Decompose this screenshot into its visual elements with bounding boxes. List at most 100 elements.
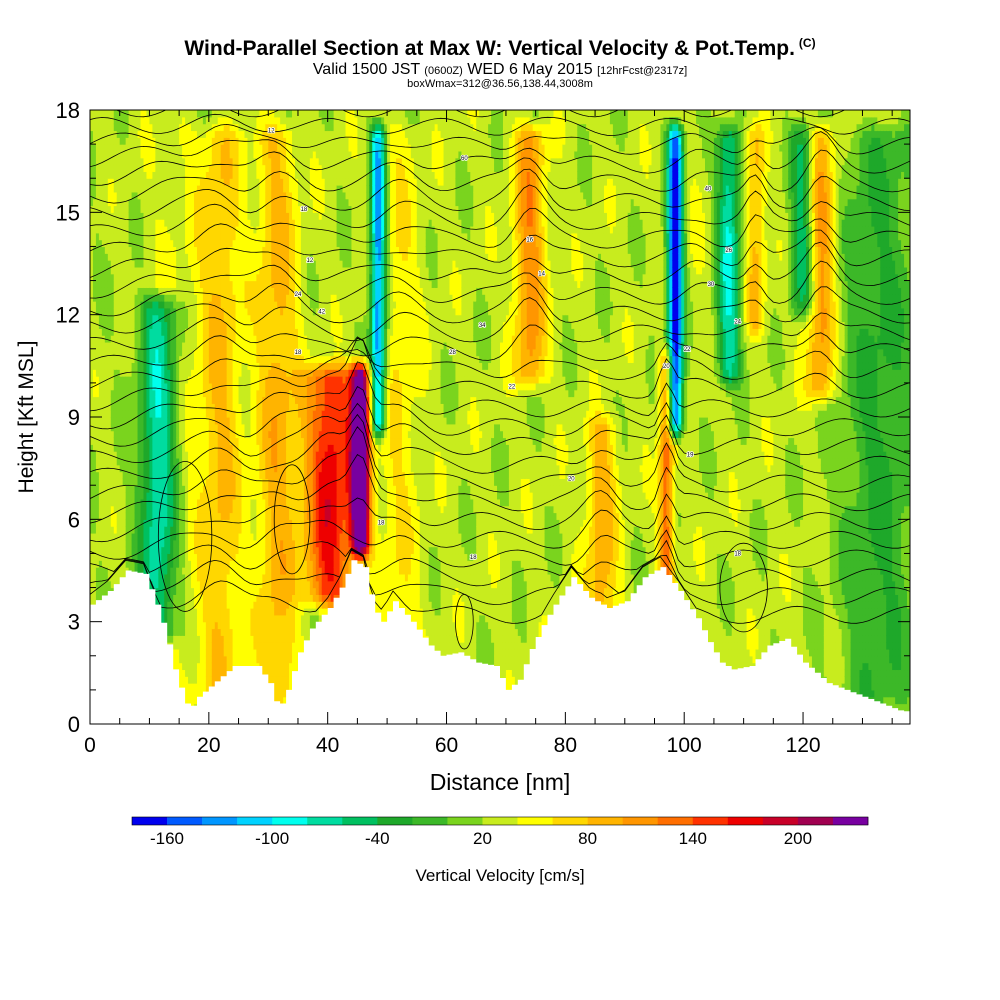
field-cell [98, 376, 103, 384]
field-cell [113, 444, 118, 452]
field-cell [116, 171, 121, 179]
field-cell [122, 130, 127, 138]
field-cell [191, 423, 195, 432]
field-cell [167, 137, 171, 145]
field-cell [143, 403, 148, 411]
field-cell [140, 157, 145, 166]
field-cell [110, 430, 115, 439]
field-cell [179, 266, 183, 275]
field-cell [176, 437, 180, 445]
field-cell [107, 335, 112, 343]
field-cell [167, 417, 171, 425]
field-cell [104, 485, 109, 493]
field-cell [158, 451, 162, 459]
field-cell [104, 191, 109, 200]
field-cell [131, 526, 136, 534]
field-cell [101, 164, 106, 172]
field-cell [170, 321, 174, 329]
field-cell [122, 362, 127, 370]
field-cell [137, 396, 142, 404]
field-cell [92, 178, 97, 186]
field-cell [152, 505, 156, 514]
field-cell [176, 116, 180, 125]
field-cell [143, 437, 148, 445]
field-cell [90, 219, 94, 227]
field-cell [116, 410, 121, 418]
field-cell [116, 314, 121, 323]
field-cell [98, 239, 103, 248]
field-cell [104, 260, 109, 268]
field-cell [149, 457, 153, 466]
field-cell [193, 382, 198, 391]
field-cell [191, 614, 195, 623]
field-cell [137, 471, 142, 479]
field-cell [98, 580, 103, 589]
field-cell [143, 417, 148, 425]
field-cell [125, 260, 130, 268]
field-cell [90, 573, 94, 582]
field-cell [158, 355, 162, 364]
field-cell [122, 396, 127, 404]
field-cell [179, 335, 183, 343]
field-cell [167, 608, 171, 616]
field-cell [119, 123, 124, 132]
field-cell [143, 246, 148, 254]
field-cell [164, 130, 168, 138]
field-cell [128, 130, 133, 138]
field-cell [179, 532, 183, 541]
field-cell [146, 464, 151, 473]
field-cell [146, 526, 151, 534]
field-cell [98, 287, 103, 295]
field-cell [125, 225, 130, 234]
field-cell [134, 178, 139, 186]
field-cell [119, 321, 124, 329]
field-cell [170, 417, 174, 425]
field-cell [167, 451, 171, 459]
field-cell [152, 362, 156, 370]
field-cell [95, 144, 100, 152]
field-cell [149, 328, 153, 336]
field-cell [188, 307, 192, 316]
field-cell [131, 185, 136, 193]
field-cell [113, 225, 118, 234]
field-cell [170, 621, 174, 630]
field-cell [122, 266, 127, 275]
field-cell [176, 430, 180, 439]
field-cell [193, 696, 198, 705]
field-cell [125, 280, 130, 288]
field-cell [164, 485, 168, 493]
field-cell [179, 130, 183, 138]
field-cell [101, 539, 106, 548]
field-cell [119, 423, 124, 432]
field-cell [179, 232, 183, 241]
field-cell [185, 478, 189, 486]
field-cell [116, 123, 121, 132]
field-cell [98, 335, 103, 343]
field-cell [164, 546, 168, 555]
field-cell [140, 457, 145, 466]
field-cell [193, 532, 198, 541]
field-cell [113, 123, 118, 132]
field-cell [131, 532, 136, 541]
field-cell [146, 389, 151, 398]
field-cell [128, 430, 133, 439]
field-cell [191, 314, 195, 323]
field-cell [122, 150, 127, 159]
field-cell [98, 423, 103, 432]
field-cell [170, 512, 174, 520]
field-cell [125, 355, 130, 364]
field-cell [122, 232, 127, 241]
field-cell [149, 417, 153, 425]
field-cell [176, 110, 180, 118]
field-cell [131, 314, 136, 323]
field-cell [182, 382, 186, 391]
field-cell [229, 110, 234, 111]
field-cell [140, 403, 145, 411]
field-cell [101, 198, 106, 207]
field-cell [193, 683, 198, 691]
field-cell [146, 362, 151, 370]
field-cell [122, 260, 127, 268]
field-cell [119, 110, 124, 118]
field-cell [155, 144, 159, 152]
field-cell [131, 171, 136, 179]
